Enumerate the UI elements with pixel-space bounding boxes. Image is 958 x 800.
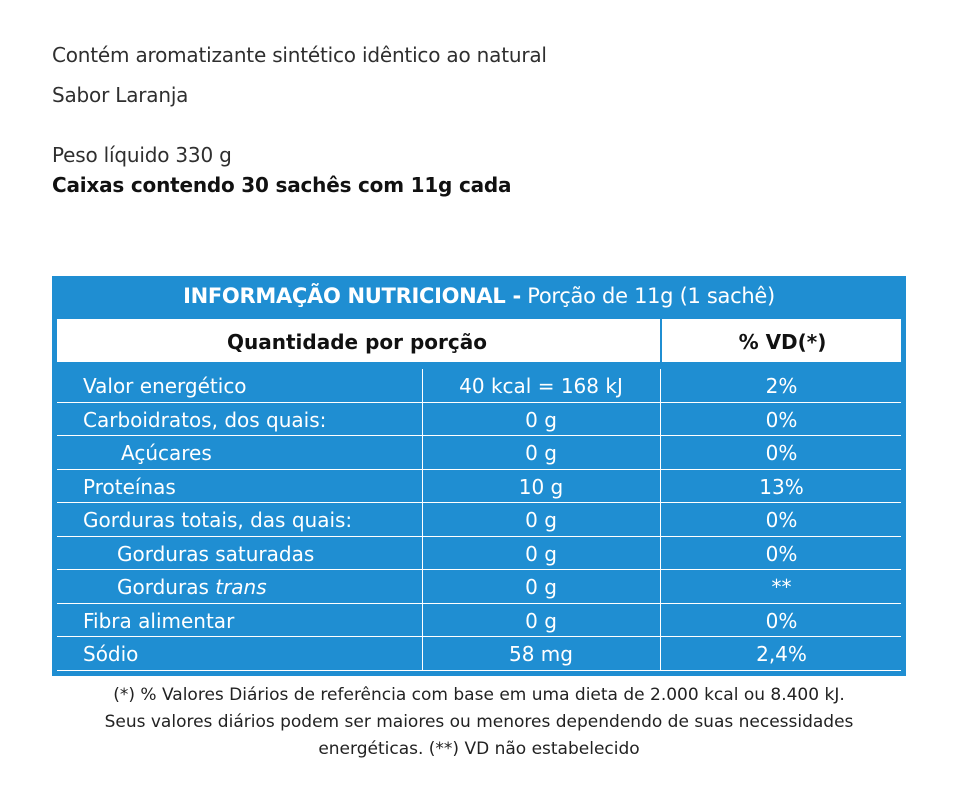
table-row: Valor energético 40 kcal = 168 kJ 2% bbox=[57, 369, 901, 403]
nutrition-facts-table: INFORMAÇÃO NUTRICIONAL - Porção de 11g (… bbox=[52, 276, 906, 676]
nutrient-vd: 0% bbox=[765, 541, 798, 566]
nutrition-header-row: Quantidade por porção % VD(*) bbox=[57, 319, 901, 362]
nutrient-name-italic: trans bbox=[215, 575, 267, 599]
table-row: Proteínas 10 g 13% bbox=[57, 469, 901, 503]
nutrient-name: Proteínas bbox=[83, 474, 176, 499]
table-row: Fibra alimentar 0 g 0% bbox=[57, 603, 901, 637]
header-quantity: Quantidade por porção bbox=[227, 330, 487, 354]
nutrient-vd: 0% bbox=[765, 441, 798, 465]
nutrient-vd: 0% bbox=[765, 407, 798, 432]
nutrient-vd: 2% bbox=[765, 374, 798, 398]
nutrient-amount: 0 g bbox=[525, 608, 557, 633]
header-vd: % VD(*) bbox=[738, 330, 827, 354]
nutrition-rows: Valor energético 40 kcal = 168 kJ 2% Car… bbox=[57, 369, 901, 671]
nutrient-amount: 10 g bbox=[518, 474, 564, 499]
nutrient-name: Valor energético bbox=[83, 374, 247, 398]
net-weight-text: Peso líquido 330 g bbox=[52, 143, 232, 167]
table-row: Sódio 58 mg 2,4% bbox=[57, 637, 901, 671]
nutrient-amount: 58 mg bbox=[509, 642, 573, 666]
flavoring-note: Contém aromatizante sintético idêntico a… bbox=[52, 43, 547, 67]
flavor-text: Sabor Laranja bbox=[52, 83, 189, 107]
package-contents-text: Caixas contendo 30 sachês com 11g cada bbox=[52, 173, 512, 197]
nutrient-vd: 13% bbox=[759, 474, 804, 499]
table-row: Açúcares 0 g 0% bbox=[57, 436, 901, 470]
nutrient-vd: 2,4% bbox=[756, 642, 807, 666]
header-divider bbox=[660, 319, 662, 362]
table-row: Gorduras totais, das quais: 0 g 0% bbox=[57, 503, 901, 537]
nutrient-name: Açúcares bbox=[121, 441, 212, 465]
table-row: Gorduras saturadas 0 g 0% bbox=[57, 536, 901, 570]
nutrient-name: Gorduras totais, das quais: bbox=[83, 508, 353, 532]
table-row: Gorduras trans 0 g ** bbox=[57, 570, 901, 604]
nutrient-amount: 0 g bbox=[525, 407, 557, 432]
nutrient-amount: 0 g bbox=[525, 575, 557, 599]
nutrient-amount: 0 g bbox=[525, 508, 557, 532]
nutrition-title: INFORMAÇÃO NUTRICIONAL - Porção de 11g (… bbox=[52, 284, 906, 308]
nutrient-amount: 0 g bbox=[525, 441, 557, 465]
nutrient-amount: 40 kcal = 168 kJ bbox=[459, 374, 623, 398]
table-row: Carboidratos, dos quais: 0 g 0% bbox=[57, 402, 901, 436]
footnote-line-2: Seus valores diários podem ser maiores o… bbox=[104, 712, 854, 732]
nutrient-vd: 0% bbox=[765, 608, 798, 633]
footnote-line-3: energéticas. (**) VD não estabelecido bbox=[318, 739, 640, 759]
footnote-line-1: (*) % Valores Diários de referência com … bbox=[113, 685, 845, 705]
nutrient-name: Fibra alimentar bbox=[83, 608, 235, 633]
nutrient-amount: 0 g bbox=[525, 541, 557, 566]
nutrient-name-prefix: Gorduras bbox=[117, 575, 216, 599]
nutrient-name: Gorduras trans bbox=[117, 575, 267, 599]
nutrient-name: Gorduras saturadas bbox=[117, 541, 315, 566]
nutrient-vd: ** bbox=[771, 575, 792, 599]
nutrition-title-serving: Porção de 11g (1 sachê) bbox=[520, 284, 775, 308]
nutrient-vd: 0% bbox=[765, 508, 798, 532]
footnote: (*) % Valores Diários de referência com … bbox=[0, 682, 958, 763]
nutrition-title-bold: INFORMAÇÃO NUTRICIONAL - bbox=[183, 284, 521, 308]
nutrient-name: Sódio bbox=[83, 642, 139, 666]
nutrient-name: Carboidratos, dos quais: bbox=[83, 407, 327, 432]
